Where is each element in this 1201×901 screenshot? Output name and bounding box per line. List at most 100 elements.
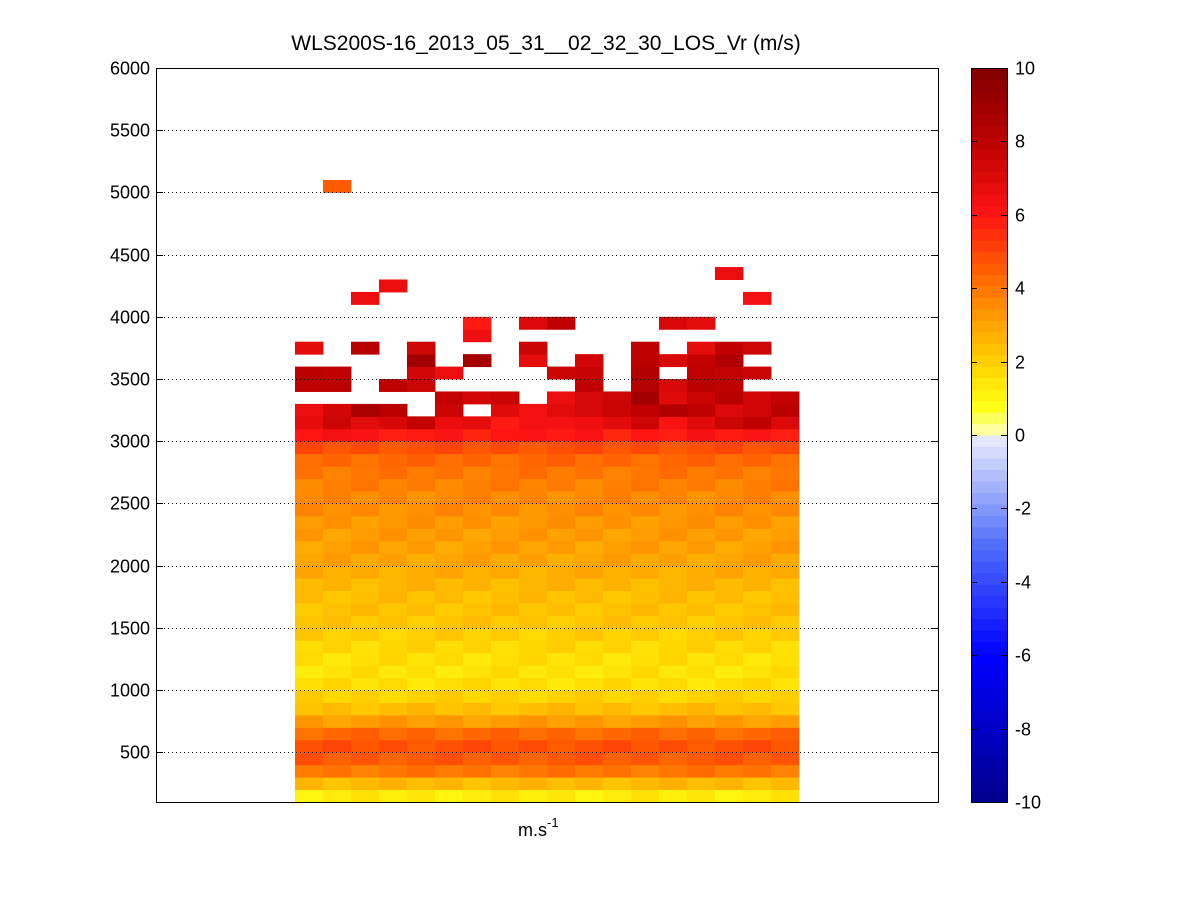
heatmap-cell <box>687 490 716 504</box>
heatmap-cell <box>743 789 772 803</box>
heatmap-cell <box>379 478 408 492</box>
colorbar-band <box>971 503 1007 516</box>
heatmap-cell <box>407 590 436 604</box>
heatmap-cell <box>603 540 632 554</box>
heatmap-cell <box>687 540 716 554</box>
heatmap-cell <box>351 553 380 567</box>
heatmap-cell <box>379 540 408 554</box>
heatmap-cell <box>491 627 520 641</box>
heatmap-cell <box>547 540 576 554</box>
heatmap-cell <box>547 702 576 716</box>
heatmap-cell <box>435 503 464 517</box>
heatmap-cell <box>323 578 352 592</box>
heatmap-cell <box>771 789 800 803</box>
heatmap-cell <box>687 640 716 654</box>
heatmap-cell <box>491 739 520 753</box>
heatmap-cell <box>295 615 324 629</box>
heatmap-cell <box>715 640 744 654</box>
colorbar-band <box>971 549 1007 562</box>
heatmap-cell <box>631 366 660 380</box>
heatmap-cell <box>463 752 492 766</box>
heatmap-cell <box>323 416 352 430</box>
heatmap-cell <box>575 789 604 803</box>
heatmap-cell <box>351 490 380 504</box>
heatmap-cell <box>295 403 324 417</box>
heatmap-cell <box>519 490 548 504</box>
heatmap-cell <box>687 789 716 803</box>
heatmap-cell <box>575 615 604 629</box>
heatmap-cell <box>295 503 324 517</box>
heatmap-cell <box>743 690 772 703</box>
heatmap-cell <box>687 416 716 430</box>
heatmap-cell <box>379 665 408 679</box>
heatmap-cell <box>379 490 408 504</box>
heatmap-cell <box>659 714 688 728</box>
heatmap-cells <box>295 179 800 803</box>
heatmap-cell <box>631 503 660 517</box>
heatmap-cell <box>771 702 800 716</box>
heatmap-cell <box>603 416 632 430</box>
heatmap-cell <box>687 403 716 417</box>
colorbar-band <box>971 446 1007 459</box>
colorbar-band <box>971 779 1007 792</box>
heatmap-cell <box>631 652 660 666</box>
heatmap-cell <box>295 739 324 753</box>
colorbar-band <box>971 228 1007 241</box>
heatmap-cell <box>715 727 744 741</box>
heatmap-cell <box>407 640 436 654</box>
colorbar-tick-label: 4 <box>1015 279 1025 299</box>
colorbar-band <box>971 366 1007 379</box>
heatmap-cell <box>295 652 324 666</box>
heatmap-cell <box>435 515 464 529</box>
colorbar-band <box>971 320 1007 333</box>
heatmap-cell <box>491 665 520 679</box>
heatmap-cell <box>407 727 436 741</box>
heatmap-cell <box>575 478 604 492</box>
heatmap-cell <box>547 777 576 791</box>
heatmap-cell <box>463 690 492 703</box>
heatmap-cell <box>659 739 688 753</box>
heatmap-cell <box>435 453 464 467</box>
heatmap-cell <box>351 341 380 355</box>
heatmap-cell <box>463 777 492 791</box>
heatmap-cell <box>351 540 380 554</box>
heatmap-cell <box>407 739 436 753</box>
heatmap-cell <box>715 602 744 616</box>
heatmap-cell <box>463 627 492 641</box>
heatmap-cell <box>631 490 660 504</box>
heatmap-cell <box>295 515 324 529</box>
colorbar-band <box>971 331 1007 344</box>
heatmap-cell <box>295 627 324 641</box>
heatmap-cell <box>435 578 464 592</box>
heatmap-cell <box>659 490 688 504</box>
colorbar-band <box>971 389 1007 402</box>
heatmap-cell <box>687 652 716 666</box>
heatmap-cell <box>575 764 604 778</box>
heatmap-cell <box>351 752 380 766</box>
heatmap-cell <box>295 578 324 592</box>
heatmap-cell <box>435 627 464 641</box>
heatmap-cell <box>687 466 716 480</box>
heatmap-cell <box>603 403 632 417</box>
heatmap-cell <box>687 690 716 703</box>
heatmap-cell <box>715 627 744 641</box>
heatmap-cell <box>659 652 688 666</box>
heatmap-cell <box>491 540 520 554</box>
heatmap-cell <box>575 441 604 455</box>
colorbar-band <box>971 251 1007 264</box>
heatmap-cell <box>547 615 576 629</box>
heatmap-cell <box>491 789 520 803</box>
colorbar-band <box>971 767 1007 780</box>
heatmap-cell <box>351 515 380 529</box>
heatmap-cell <box>379 503 408 517</box>
colorbar-band <box>971 274 1007 287</box>
heatmap-cell <box>631 777 660 791</box>
heatmap-cell <box>463 453 492 467</box>
heatmap-cell <box>547 528 576 542</box>
heatmap-cell <box>771 752 800 766</box>
heatmap-cell <box>715 341 744 355</box>
heatmap-cell <box>351 640 380 654</box>
heatmap-cell <box>491 714 520 728</box>
heatmap-cell <box>379 403 408 417</box>
